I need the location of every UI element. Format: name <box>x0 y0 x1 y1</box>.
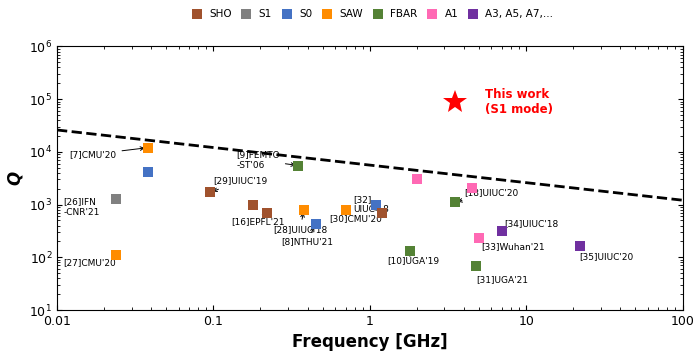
Text: [27]CMU'20: [27]CMU'20 <box>64 258 116 267</box>
Text: [7]CMU'20: [7]CMU'20 <box>69 147 144 159</box>
Text: [8]NTHU'21: [8]NTHU'21 <box>281 228 332 247</box>
X-axis label: Frequency [GHz]: Frequency [GHz] <box>292 333 447 351</box>
Text: [10]UGA'19: [10]UGA'19 <box>388 252 440 265</box>
Text: [28]UIUC'18: [28]UIUC'18 <box>273 213 327 234</box>
Text: [16]EPFL'21: [16]EPFL'21 <box>231 213 285 226</box>
Text: [9]FEMTO
-ST'06: [9]FEMTO -ST'06 <box>236 150 295 170</box>
Y-axis label: Q: Q <box>6 171 24 185</box>
Text: [35]UIUC'20: [35]UIUC'20 <box>580 252 634 261</box>
Text: [29]UIUC'19: [29]UIUC'19 <box>214 176 267 191</box>
Text: [30]CMU'20: [30]CMU'20 <box>329 210 382 223</box>
Text: [32]
UIUC'18: [32] UIUC'18 <box>353 195 389 214</box>
Legend: SHO, S1, S0, SAW, FBAR, A1, A3, A5, A7,...: SHO, S1, S0, SAW, FBAR, A1, A3, A5, A7,.… <box>186 9 553 19</box>
Text: [34]UIUC'18: [34]UIUC'18 <box>504 220 558 228</box>
Text: This work
(S1 mode): This work (S1 mode) <box>484 87 552 116</box>
Text: [26]IFN
-CNR'21: [26]IFN -CNR'21 <box>64 197 100 217</box>
Text: [18]UIUC'20: [18]UIUC'20 <box>458 188 518 202</box>
Text: [33]Wuhan'21: [33]Wuhan'21 <box>482 242 545 251</box>
Text: [31]UGA'21: [31]UGA'21 <box>476 276 528 285</box>
